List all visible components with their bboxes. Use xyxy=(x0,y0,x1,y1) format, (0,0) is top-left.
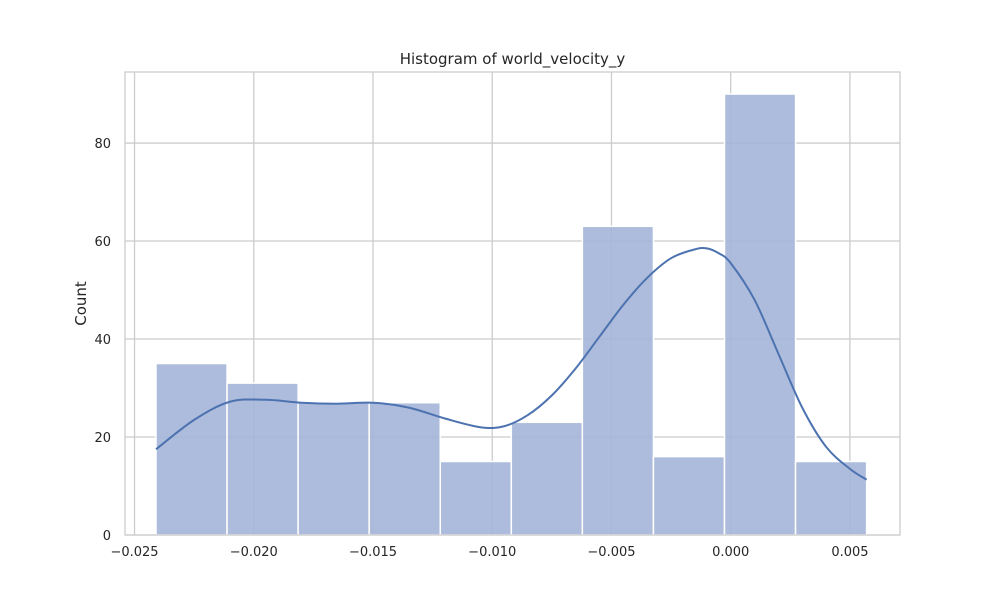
x-tick-label: −0.015 xyxy=(349,545,397,560)
histogram-bar xyxy=(794,460,868,536)
histogram-bar xyxy=(439,460,513,536)
y-tick-label: 80 xyxy=(94,137,111,152)
histogram-bar xyxy=(297,401,370,536)
y-tick-label: 60 xyxy=(94,235,111,250)
kde-curve-layer xyxy=(155,246,868,481)
histogram-bars xyxy=(155,93,868,536)
y-axis-label: Count xyxy=(72,281,90,326)
histogram-bar xyxy=(368,401,441,536)
histogram-bar xyxy=(581,225,655,536)
y-tick-label: 40 xyxy=(94,333,111,348)
x-tick-label: −0.005 xyxy=(587,545,635,560)
histogram-bar xyxy=(155,362,228,536)
plot-frame xyxy=(124,71,901,536)
x-tick-label: −0.010 xyxy=(468,545,516,560)
x-axis-ticks: −0.025 −0.020 −0.015 −0.010 −0.005 0.000 0.005 xyxy=(110,545,868,560)
histogram-bar xyxy=(226,382,299,536)
y-axis-ticks: 0 20 40 60 80 xyxy=(94,137,111,544)
x-tick-label: −0.025 xyxy=(110,545,158,560)
histogram-bar xyxy=(652,455,726,536)
x-tick-label: 0.000 xyxy=(712,545,749,560)
kde-curve xyxy=(155,246,868,481)
x-tick-label: −0.020 xyxy=(230,545,278,560)
y-tick-label: 20 xyxy=(94,431,111,446)
x-tick-label: 0.005 xyxy=(831,545,868,560)
histogram-bar xyxy=(510,421,584,536)
chart-title: Histogram of world_velocity_y xyxy=(400,50,626,69)
histogram-bar xyxy=(723,93,797,536)
y-tick-label: 0 xyxy=(103,529,111,544)
